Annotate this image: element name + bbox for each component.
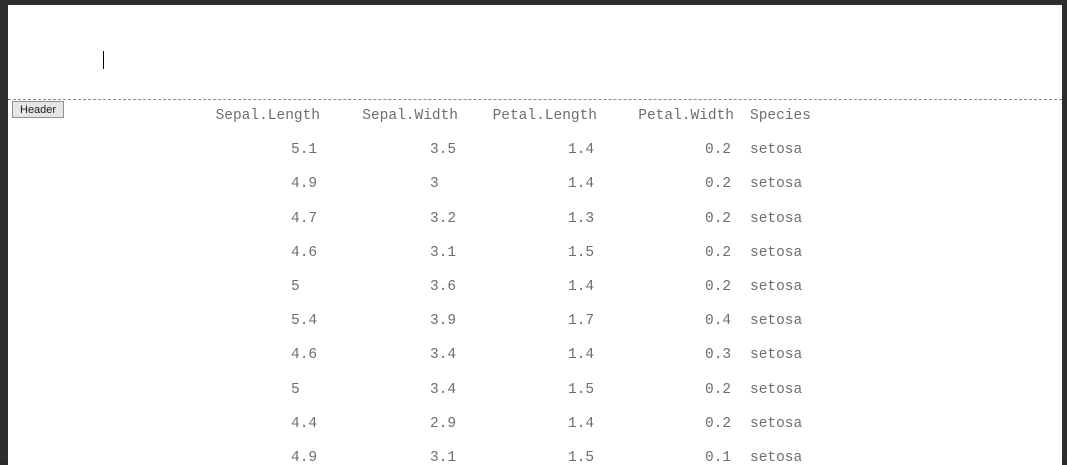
table-cell: 0.2 [705, 142, 732, 159]
table-cell: 0.3 [705, 347, 732, 364]
table-cell: 0.2 [705, 415, 732, 432]
table-cell: 3.6 [430, 278, 457, 295]
table-cell: 3.2 [430, 210, 457, 227]
table-cell: 5.1 [291, 142, 318, 159]
header-editable-area[interactable] [8, 5, 1062, 99]
table-cell: setosa [750, 347, 803, 364]
table-cell: setosa [750, 381, 803, 398]
column-header: Species [750, 108, 811, 124]
table-cell: setosa [750, 176, 803, 193]
table-cell: 4.9 [291, 176, 318, 193]
table-cell: 1.4 [568, 415, 595, 432]
table-cell: setosa [750, 142, 803, 159]
table-cell: 1.5 [568, 244, 595, 261]
table-cell: 3.9 [430, 313, 457, 330]
table-cell: 4.7 [291, 210, 318, 227]
table-cell: 0.4 [705, 313, 732, 330]
table-cell: 1.4 [568, 347, 595, 364]
column-header: Sepal.Width [362, 108, 458, 124]
column-header: Petal.Width [638, 108, 734, 124]
table-cell: 0.2 [705, 210, 732, 227]
table-cell: 3.5 [430, 142, 457, 159]
table-cell: 1.4 [568, 278, 595, 295]
table-cell: setosa [750, 278, 803, 295]
table-cell: 3.1 [430, 244, 457, 261]
table-cell: 4.4 [291, 415, 318, 432]
table-cell: 0.2 [705, 176, 732, 193]
table-cell: 1.4 [568, 142, 595, 159]
header-divider [8, 99, 1062, 100]
table-cell: setosa [750, 415, 803, 432]
table-cell: 1.4 [568, 176, 595, 193]
table-cell: 1.7 [568, 313, 595, 330]
table-cell: 3.1 [430, 449, 457, 465]
document-page[interactable]: Header Sepal.Length Sepal.Width Petal.Le… [8, 5, 1062, 465]
table-cell: 3 [430, 176, 439, 193]
table-cell: 4.6 [291, 244, 318, 261]
table-cell: 5 [291, 278, 300, 295]
table-cell: 0.1 [705, 449, 732, 465]
table-cell: 4.6 [291, 347, 318, 364]
table-cell: 3.4 [430, 381, 457, 398]
text-cursor [103, 51, 104, 69]
table-cell: 0.2 [705, 381, 732, 398]
table-cell: 3.4 [430, 347, 457, 364]
table-cell: 0.2 [705, 278, 732, 295]
table-cell: 1.5 [568, 449, 595, 465]
table-cell: setosa [750, 244, 803, 261]
table-cell: setosa [750, 313, 803, 330]
table-cell: 1.3 [568, 210, 595, 227]
column-header: Petal.Length [492, 108, 597, 124]
header-button[interactable]: Header [12, 101, 65, 118]
table-cell: 5 [291, 381, 300, 398]
table-cell: 0.2 [705, 244, 732, 261]
table-cell: 1.5 [568, 381, 595, 398]
table-cell: 2.9 [430, 415, 457, 432]
table-cell: 5.4 [291, 313, 318, 330]
table-cell: 4.9 [291, 449, 318, 465]
table-cell: setosa [750, 210, 803, 227]
column-header: Sepal.Length [215, 108, 320, 124]
table-cell: setosa [750, 449, 803, 465]
